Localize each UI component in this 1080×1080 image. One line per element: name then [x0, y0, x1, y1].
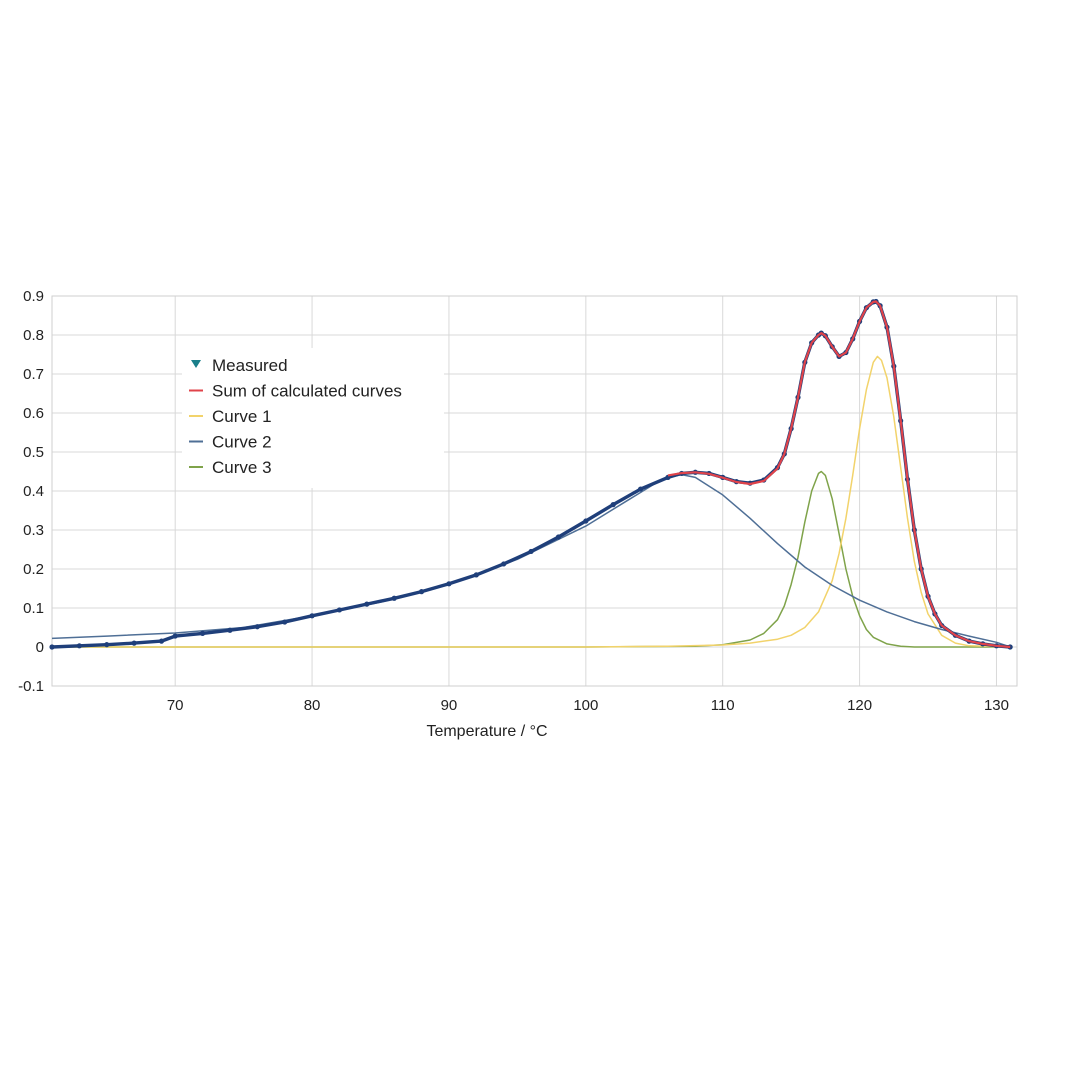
plot-frame	[51, 295, 1018, 687]
y-axis: -0.1 0 0.1 0.2 0.3 0.4 0.5 0.6 0.7 0.8 0.9	[18, 288, 44, 695]
legend-label-curve-3: Curve 3	[212, 458, 272, 477]
series-line-curve-3	[52, 470, 1011, 648]
legend-label-curve-1: Curve 1	[212, 407, 272, 426]
x-tick-label: 130	[984, 697, 1009, 714]
x-tick-label: 100	[573, 697, 598, 714]
plot-area	[49, 298, 1013, 650]
y-tick-label: 0.1	[23, 600, 44, 617]
legend-label-curve-2: Curve 2	[212, 433, 272, 452]
y-tick-label: 0.8	[23, 327, 44, 344]
series-line-curve-1	[52, 355, 1011, 648]
y-tick-label: 0	[36, 639, 44, 656]
legend-label-sum-of-calculated-curves: Sum of calculated curves	[212, 382, 402, 401]
y-tick-label: 0.5	[23, 444, 44, 461]
y-tick-label: -0.1	[18, 678, 44, 695]
legend-background	[182, 348, 444, 488]
x-tick-label: 120	[847, 697, 872, 714]
x-axis: 70 80 90 100 110 120 130	[167, 697, 1009, 714]
x-tick-label: 70	[167, 697, 184, 714]
y-tick-label: 0.9	[23, 288, 44, 305]
legend-swatch-measured	[191, 360, 201, 368]
series-line-curve-2	[51, 473, 1011, 648]
y-tick-label: 0.2	[23, 561, 44, 578]
x-tick-label: 90	[441, 697, 458, 714]
y-tick-label: 0.4	[23, 483, 44, 500]
y-tick-label: 0.6	[23, 405, 44, 422]
x-tick-label: 80	[304, 697, 321, 714]
legend: Measured Sum of calculated curves Curve 1 C…	[182, 348, 444, 488]
y-tick-label: 0.7	[23, 366, 44, 383]
x-axis-title: Temperature / °C	[426, 723, 547, 740]
series-line-sum-of-calculated-curves	[667, 300, 1011, 649]
x-tick-label: 110	[711, 697, 735, 714]
y-tick-label: 0.3	[23, 522, 44, 539]
legend-label-measured: Measured	[212, 356, 288, 375]
